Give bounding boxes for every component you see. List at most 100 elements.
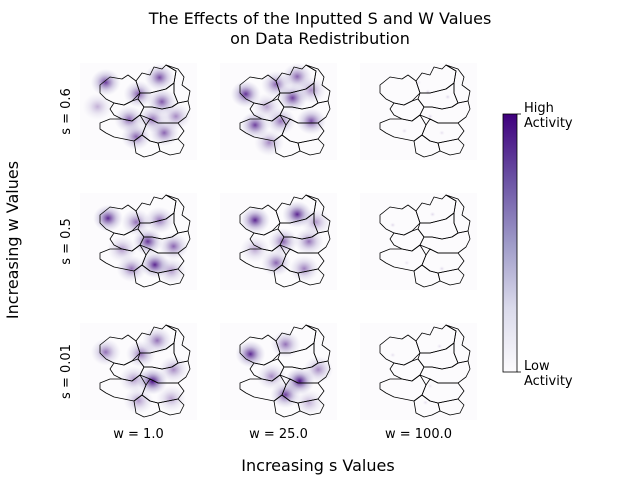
district-boundaries [99, 64, 191, 158]
district-outline [437, 268, 465, 286]
column-labels: w = 1.0 w = 25.0 w = 100.0 [113, 427, 452, 442]
density-hotspot [121, 208, 152, 236]
x-axis-label: Increasing s Values [241, 456, 394, 475]
row-label: s = 0.5 [59, 218, 74, 265]
density-hotspot [403, 260, 410, 266]
column-label: w = 25.0 [249, 427, 308, 442]
density-hotspot [436, 343, 443, 349]
y-axis-label: Increasing w Values [3, 161, 22, 319]
district-outline [379, 204, 421, 236]
district-outline [157, 138, 185, 156]
panel-r1-c1 [80, 63, 197, 160]
district-boundaries [379, 194, 471, 288]
density-layer [235, 330, 334, 417]
panel-background [360, 323, 477, 420]
density-hotspot [429, 211, 436, 218]
panel-r3-c1 [80, 323, 197, 420]
panel-r1-c2 [220, 63, 337, 160]
density-hotspot [389, 222, 396, 228]
district-outline [239, 204, 281, 236]
district-outline [99, 334, 141, 366]
district-outline [157, 398, 185, 416]
density-hotspot [123, 387, 154, 415]
panel-r2-c1 [80, 193, 197, 290]
colorbar-low-label: Low Activity [524, 359, 573, 389]
chart-title-line1: The Effects of the Inputted S and W Valu… [148, 9, 492, 28]
column-label: w = 100.0 [385, 427, 452, 442]
density-hotspot [444, 94, 451, 100]
district-outline [437, 398, 465, 416]
density-hotspot [158, 232, 189, 260]
density-hotspot [230, 80, 261, 108]
density-hotspot [424, 89, 431, 95]
density-hotspot [289, 255, 320, 283]
panel-r3-c3 [360, 323, 477, 420]
row-label: s = 0.01 [59, 344, 74, 399]
district-outline [297, 268, 325, 286]
district-outline [157, 268, 185, 286]
density-hotspot [427, 113, 434, 120]
panel-r1-c3 [360, 63, 477, 160]
density-hotspot [254, 129, 285, 157]
district-outline [379, 334, 421, 366]
district-boundaries [239, 64, 331, 158]
colorbar: High Activity Low Activity [502, 101, 573, 389]
density-hotspot [240, 206, 271, 234]
density-hotspot [235, 340, 266, 368]
district-outline [297, 138, 325, 156]
density-hotspot [293, 389, 324, 417]
district-outline [99, 204, 141, 236]
district-outline [239, 74, 281, 106]
colorbar-gradient [502, 113, 518, 373]
panel-grid [80, 63, 477, 420]
density-hotspot [438, 265, 445, 272]
density-layer [230, 63, 327, 157]
panel-background [360, 63, 477, 160]
density-hotspot [90, 68, 121, 96]
district-boundaries [239, 324, 331, 418]
density-hotspot [121, 123, 152, 151]
density-hotspot [422, 399, 429, 406]
district-boundaries [99, 194, 191, 288]
row-label: s = 0.6 [59, 88, 74, 135]
district-outline [99, 74, 141, 106]
district-boundaries [379, 324, 471, 418]
column-label: w = 1.0 [113, 427, 163, 442]
district-outline [297, 398, 325, 416]
density-hotspot [296, 107, 327, 135]
district-outline [379, 74, 421, 106]
district-outline [239, 334, 281, 366]
panel-r3-c2 [220, 323, 337, 420]
district-boundaries [239, 194, 331, 288]
panel-background [360, 193, 477, 290]
density-hotspot [144, 206, 175, 234]
density-layer [93, 204, 189, 285]
density-hotspot [270, 330, 301, 358]
density-hotspot [93, 204, 124, 232]
density-layer [90, 326, 189, 415]
density-hotspot [156, 385, 187, 413]
density-hotspot [389, 352, 396, 358]
row-labels: s = 0.6 s = 0.5 s = 0.01 [59, 88, 74, 399]
chart-title-line2: on Data Redistribution [230, 29, 410, 48]
density-hotspot [427, 383, 434, 389]
density-layer [401, 79, 451, 136]
panel-r2-c3 [360, 193, 477, 290]
colorbar-high-label: High Activity [524, 101, 573, 131]
density-hotspot [158, 356, 189, 384]
density-hotspot [296, 76, 327, 104]
district-boundaries [379, 64, 471, 158]
density-hotspot [401, 128, 408, 134]
density-hotspot [303, 356, 334, 384]
district-boundaries [99, 324, 191, 418]
density-hotspot [82, 93, 113, 121]
density-hotspot [300, 208, 331, 236]
density-hotspot [90, 338, 121, 366]
density-hotspot [256, 362, 287, 390]
density-hotspot [438, 130, 445, 136]
density-hotspot [142, 326, 173, 354]
density-layer [389, 343, 443, 406]
panel-r2-c2 [220, 193, 337, 290]
district-outline [437, 138, 465, 156]
